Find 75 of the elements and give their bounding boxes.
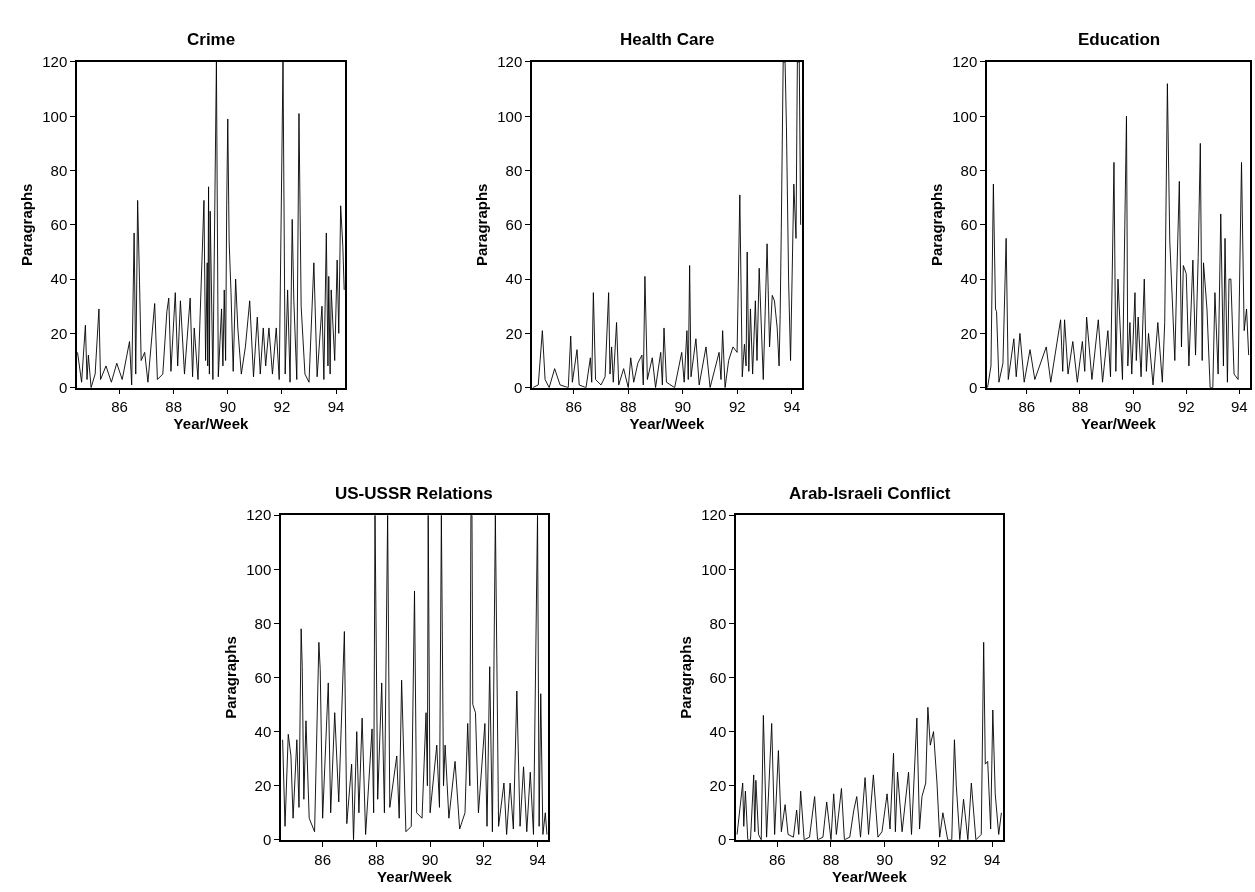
y-tick-label: 80 (505, 161, 523, 179)
y-tick-label: 40 (709, 722, 727, 740)
y-tick-label: 0 (58, 378, 68, 396)
y-tick-label: 80 (960, 161, 978, 179)
chart-title: US-USSR Relations (335, 484, 493, 503)
y-axis-title: Paragraphs (676, 636, 694, 719)
x-tick-label: 94 (327, 398, 345, 416)
x-tick-label: 86 (111, 398, 128, 416)
x-tick-label: 92 (729, 398, 746, 416)
y-tick-label: 100 (497, 107, 523, 125)
y-tick-label: 20 (50, 324, 68, 342)
x-axis-title: Year/Week (832, 867, 908, 885)
y-tick-label: 120 (497, 53, 523, 71)
y-tick-label: 120 (701, 506, 727, 524)
y-tick-label: 100 (246, 560, 272, 578)
y-tick-label: 60 (960, 216, 978, 234)
y-axis-title: Paragraphs (472, 183, 490, 267)
x-tick-label: 90 (219, 398, 237, 416)
y-tick-label: 20 (709, 777, 727, 794)
chart-title: Arab-Israeli Conflict (789, 484, 951, 503)
y-tick-label: 120 (952, 53, 978, 71)
y-tick-label: 20 (254, 777, 272, 794)
x-axis-title: Year/Week (1081, 415, 1157, 433)
x-tick-label: 88 (368, 850, 385, 868)
y-tick-label: 120 (246, 506, 272, 524)
y-tick-label: 40 (254, 722, 272, 740)
x-tick-label: 94 (529, 850, 546, 868)
x-axis-title: Year/Week (629, 415, 706, 433)
y-tick-label: 60 (505, 216, 523, 234)
y-tick-label: 60 (254, 668, 272, 686)
x-tick-label: 88 (822, 850, 840, 868)
x-tick-label: 90 (1124, 398, 1142, 416)
y-tick-label: 100 (42, 107, 68, 125)
y-tick-label: 100 (952, 107, 978, 125)
y-tick-label: 20 (960, 324, 978, 342)
x-tick-label: 94 (1231, 398, 1248, 416)
x-tick-label: 92 (1177, 398, 1195, 416)
y-tick-label: 0 (717, 831, 727, 849)
x-tick-label: 90 (421, 850, 439, 868)
x-tick-label: 92 (273, 398, 291, 416)
x-axis-title: Year/Week (173, 415, 250, 433)
x-tick-label: 94 (783, 398, 801, 416)
y-tick-label: 60 (50, 216, 68, 234)
x-tick-label: 86 (565, 398, 583, 416)
y-tick-label: 80 (709, 614, 727, 632)
y-tick-label: 120 (42, 53, 68, 71)
y-tick-label: 20 (505, 324, 523, 342)
x-tick-label: 88 (619, 398, 637, 416)
y-tick-label: 80 (254, 614, 272, 632)
y-tick-label: 60 (709, 668, 727, 686)
x-tick-label: 86 (1018, 398, 1036, 416)
y-axis-title: Paragraphs (17, 183, 35, 267)
x-tick-label: 88 (1071, 398, 1089, 416)
chart-title: Education (1078, 30, 1161, 49)
y-tick-label: 0 (968, 378, 978, 396)
y-tick-label: 0 (262, 831, 272, 849)
chart-title: Health Care (620, 30, 715, 49)
y-axis-title: Paragraphs (221, 636, 239, 719)
x-tick-label: 92 (929, 850, 947, 868)
x-tick-label: 86 (314, 850, 331, 868)
y-tick-label: 40 (960, 270, 978, 288)
chart-title: Crime (187, 30, 236, 49)
y-tick-label: 40 (505, 270, 523, 288)
y-axis-title: Paragraphs (927, 183, 945, 267)
y-tick-label: 80 (50, 161, 68, 179)
x-tick-label: 90 (674, 398, 692, 416)
y-tick-label: 100 (701, 560, 727, 578)
x-tick-label: 88 (165, 398, 182, 416)
x-tick-label: 92 (475, 850, 493, 868)
x-tick-label: 86 (768, 850, 786, 868)
y-tick-label: 0 (513, 378, 523, 396)
x-tick-label: 90 (876, 850, 893, 868)
x-axis-title: Year/Week (377, 867, 453, 885)
x-tick-label: 94 (983, 850, 1001, 868)
y-tick-label: 40 (50, 270, 68, 288)
